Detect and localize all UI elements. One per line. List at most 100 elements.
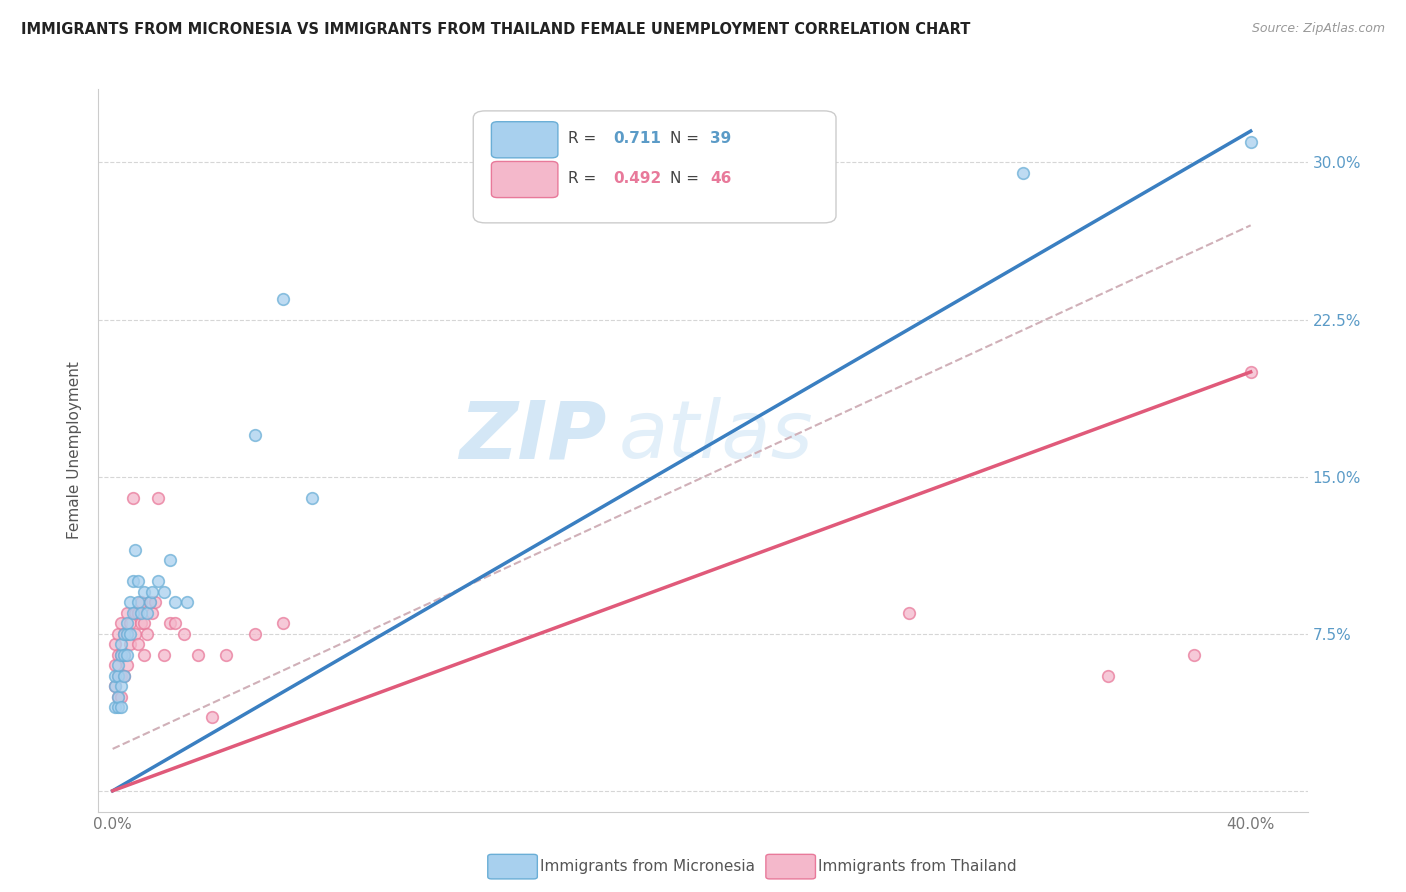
Point xyxy=(129,616,152,631)
FancyBboxPatch shape xyxy=(766,855,815,879)
Point xyxy=(301,491,323,505)
Point xyxy=(107,648,129,662)
Point xyxy=(107,626,129,640)
Point xyxy=(115,606,138,620)
Point xyxy=(243,427,266,442)
Point xyxy=(115,626,138,640)
Text: R =: R = xyxy=(568,131,600,145)
Point xyxy=(124,543,146,558)
Point xyxy=(112,626,135,640)
Point xyxy=(1240,135,1263,149)
Point xyxy=(146,574,169,589)
Point xyxy=(118,616,141,631)
Point xyxy=(104,637,127,651)
Point xyxy=(104,700,127,714)
Point xyxy=(143,595,166,609)
Text: R =: R = xyxy=(568,170,600,186)
Text: Immigrants from Micronesia: Immigrants from Micronesia xyxy=(540,859,755,874)
Text: N =: N = xyxy=(671,131,704,145)
Text: 39: 39 xyxy=(710,131,731,145)
Point xyxy=(110,700,132,714)
Point xyxy=(153,648,176,662)
Point xyxy=(153,584,176,599)
Point xyxy=(104,679,127,693)
Point xyxy=(107,668,129,682)
Point xyxy=(132,648,155,662)
FancyBboxPatch shape xyxy=(492,121,558,158)
Point xyxy=(104,658,127,673)
Point xyxy=(1182,648,1205,662)
Point xyxy=(898,606,921,620)
Point xyxy=(1012,166,1035,180)
Point xyxy=(165,616,187,631)
Point xyxy=(112,648,135,662)
Point xyxy=(1240,365,1263,379)
Point xyxy=(107,690,129,704)
Point xyxy=(138,595,160,609)
Point xyxy=(135,606,157,620)
Point xyxy=(110,668,132,682)
Point xyxy=(115,626,138,640)
Point xyxy=(215,648,238,662)
Text: 0.492: 0.492 xyxy=(613,170,662,186)
Text: ZIP: ZIP xyxy=(458,397,606,475)
Point xyxy=(112,668,135,682)
Point xyxy=(129,595,152,609)
Point xyxy=(107,690,129,704)
Point xyxy=(141,606,163,620)
Point xyxy=(176,595,198,609)
Point xyxy=(243,626,266,640)
Point xyxy=(135,626,157,640)
Point xyxy=(129,606,152,620)
Point xyxy=(201,710,224,724)
Text: Source: ZipAtlas.com: Source: ZipAtlas.com xyxy=(1251,22,1385,36)
Point xyxy=(110,679,132,693)
Point xyxy=(107,700,129,714)
Point xyxy=(132,616,155,631)
Point xyxy=(141,584,163,599)
Point xyxy=(115,658,138,673)
Text: Immigrants from Thailand: Immigrants from Thailand xyxy=(818,859,1017,874)
Point xyxy=(121,606,143,620)
Point xyxy=(165,595,187,609)
Point xyxy=(173,626,195,640)
Point xyxy=(115,616,138,631)
Point xyxy=(127,595,149,609)
Point xyxy=(124,606,146,620)
Point xyxy=(187,648,209,662)
Y-axis label: Female Unemployment: Female Unemployment xyxy=(67,361,83,540)
Point xyxy=(110,648,132,662)
Point xyxy=(273,616,295,631)
Point xyxy=(1097,668,1119,682)
Point xyxy=(273,292,295,306)
Point xyxy=(107,668,129,682)
Text: 0.711: 0.711 xyxy=(613,131,661,145)
Point xyxy=(112,626,135,640)
Point xyxy=(110,690,132,704)
Point xyxy=(110,648,132,662)
Text: N =: N = xyxy=(671,170,704,186)
Point xyxy=(115,648,138,662)
Point xyxy=(159,616,181,631)
Point xyxy=(124,626,146,640)
Point xyxy=(112,668,135,682)
Text: atlas: atlas xyxy=(619,397,813,475)
Point xyxy=(127,637,149,651)
Point xyxy=(121,574,143,589)
Point xyxy=(118,637,141,651)
Text: 46: 46 xyxy=(710,170,731,186)
Point xyxy=(104,679,127,693)
Text: IMMIGRANTS FROM MICRONESIA VS IMMIGRANTS FROM THAILAND FEMALE UNEMPLOYMENT CORRE: IMMIGRANTS FROM MICRONESIA VS IMMIGRANTS… xyxy=(21,22,970,37)
Point xyxy=(104,668,127,682)
Point xyxy=(107,658,129,673)
Point xyxy=(127,574,149,589)
FancyBboxPatch shape xyxy=(492,161,558,198)
FancyBboxPatch shape xyxy=(488,855,537,879)
Point xyxy=(146,491,169,505)
Point xyxy=(118,595,141,609)
FancyBboxPatch shape xyxy=(474,111,837,223)
Point xyxy=(118,626,141,640)
Point xyxy=(132,584,155,599)
Point xyxy=(159,553,181,567)
Point xyxy=(112,648,135,662)
